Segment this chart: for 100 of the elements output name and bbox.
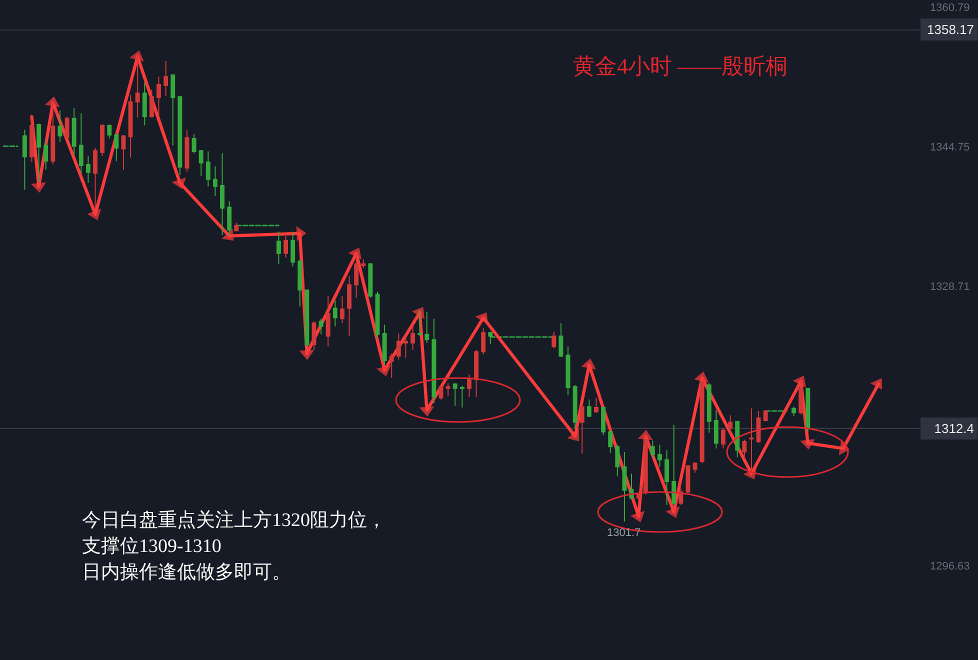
candlestick: [622, 451, 627, 522]
candlestick: [735, 420, 740, 458]
candlestick: [692, 462, 698, 474]
candlestick: [798, 376, 804, 415]
ref-line-label: 1312.4: [934, 421, 974, 436]
candlestick: [721, 428, 726, 449]
candlestick: [212, 166, 218, 196]
candlestick: [326, 296, 330, 348]
text: 黄金4小时 ——殷昕桐: [573, 54, 788, 79]
candlestick: [742, 439, 747, 460]
candlestick: [686, 464, 690, 494]
candlestick: [474, 350, 479, 398]
candlestick: [100, 124, 105, 156]
point: [348, 248, 362, 260]
candlestick: [340, 296, 344, 324]
candlestick: [763, 410, 768, 422]
candlestick: [756, 410, 761, 444]
candlestick: [276, 231, 281, 264]
y-tick-label: 1296.63: [930, 560, 970, 573]
candlestick: [700, 379, 704, 464]
candlestick: [198, 150, 204, 176]
candlestick: [481, 328, 486, 355]
candlestick: [30, 114, 34, 162]
y-tick-label: 1360.79: [930, 2, 970, 14]
annotation: 日内操作逢低做多即可。: [82, 562, 291, 583]
point: [129, 50, 144, 62]
candlestick: [114, 132, 119, 162]
candlestick: [806, 388, 810, 432]
candlestick: [552, 331, 556, 349]
candlestick: [608, 430, 613, 454]
candlestick: [572, 384, 578, 429]
candlestick: [615, 444, 620, 477]
candlestick: [594, 397, 598, 414]
candlestick: [558, 322, 564, 358]
candlestick: [142, 82, 147, 126]
y-tick-label: 1328.71: [930, 281, 970, 294]
candlestick: [650, 440, 655, 458]
candlestick: [672, 424, 676, 506]
candlestick: [418, 309, 422, 337]
annotation: 支撑位1309-1310: [82, 536, 222, 557]
candlestick: [643, 436, 648, 496]
point: [475, 312, 488, 324]
candlestick: [72, 107, 76, 156]
candlestick: [50, 98, 56, 166]
candlestick: [284, 235, 288, 258]
candlestick: [135, 52, 140, 118]
candlestick: [424, 311, 430, 344]
candlestick: [121, 134, 126, 170]
candlestick: [234, 222, 239, 232]
point: [581, 358, 596, 370]
candlestick: [446, 382, 450, 397]
candlestick: [586, 399, 592, 418]
point: [87, 208, 102, 220]
candlestick: [206, 151, 210, 187]
candlestick: [361, 258, 366, 269]
candlestick: [86, 155, 90, 184]
ref-line-label: 1358.17: [927, 22, 974, 37]
point: [638, 430, 653, 440]
candlestick: [332, 300, 338, 328]
candlestick: [714, 410, 718, 449]
candlestick: [318, 318, 324, 335]
candlestick: [156, 76, 161, 116]
point: [630, 510, 645, 523]
candlestick: [410, 326, 415, 351]
candlestick: [382, 324, 387, 366]
candlestick: [164, 60, 168, 96]
candlestick: [22, 129, 27, 190]
annotation: 今日白盘重点关注上方1320阻力位，: [82, 509, 386, 531]
candlestick: [149, 89, 154, 118]
point: [172, 177, 186, 190]
candlestick: [580, 404, 584, 454]
candlestick: [170, 74, 176, 146]
point: [666, 506, 680, 518]
candlestick: [375, 291, 380, 338]
point: [412, 307, 425, 320]
candlestick: [298, 258, 302, 307]
candlestick: [467, 374, 472, 398]
candlestick: [107, 124, 112, 139]
candlestick: [396, 332, 401, 360]
candlestick: [227, 200, 232, 236]
candlestick: [192, 134, 196, 154]
candlestick: [438, 384, 444, 400]
candlestick: [128, 94, 133, 158]
candlestick: [64, 116, 70, 138]
candlestick: [290, 231, 296, 267]
candlestick: [36, 123, 42, 182]
candlestick: [78, 112, 84, 174]
candlestick: [178, 96, 182, 176]
candlestick: [93, 148, 98, 210]
candlestick: [304, 289, 310, 348]
candlestick: [566, 346, 570, 396]
candlestick: [664, 450, 670, 506]
candlestick: [403, 334, 408, 358]
candlestick: [368, 262, 373, 298]
point: [694, 372, 709, 383]
point: [31, 182, 46, 193]
candlestick: [220, 152, 224, 236]
candlestick: [452, 382, 458, 406]
candlestick: [347, 276, 352, 337]
point: [376, 365, 392, 376]
